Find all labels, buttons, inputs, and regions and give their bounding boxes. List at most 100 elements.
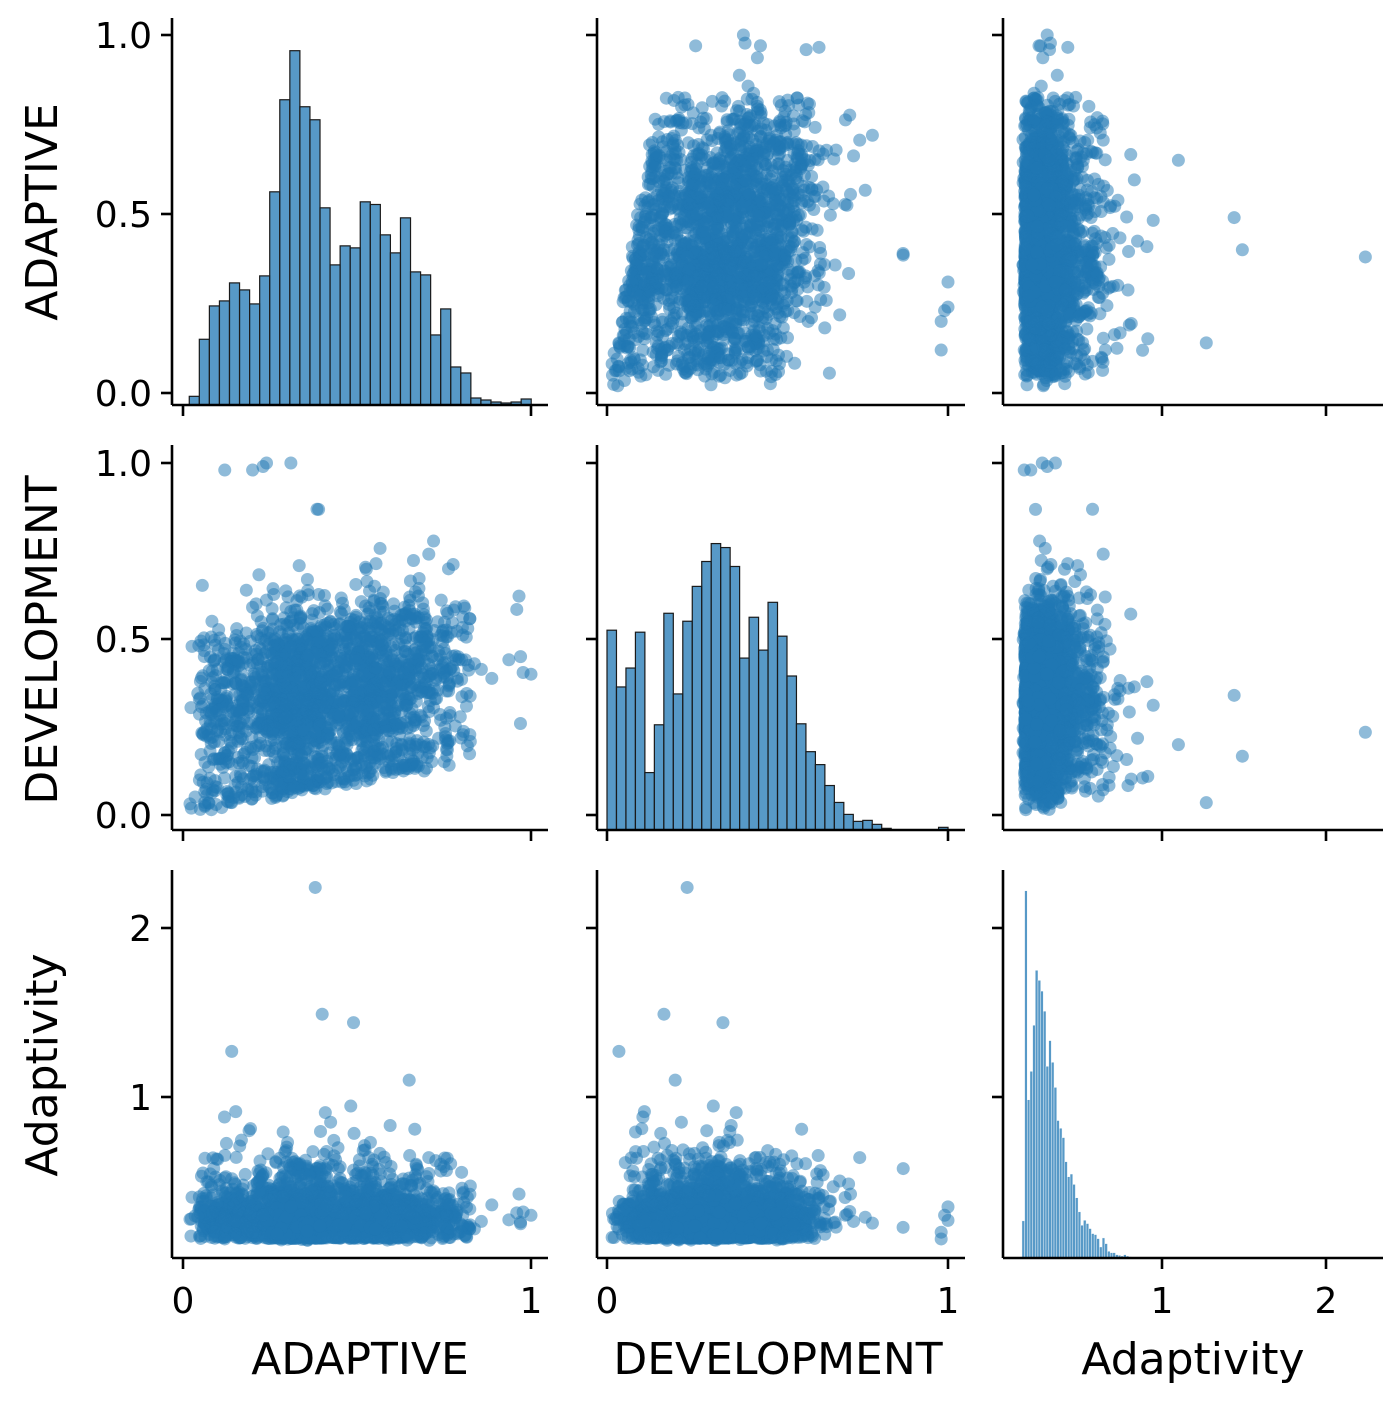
scatter-point [718, 371, 732, 385]
scatter-point [776, 164, 790, 178]
scatter-point [695, 279, 709, 293]
scatter-point [689, 161, 703, 175]
scatter-point [1050, 238, 1064, 252]
histogram-bar [279, 99, 291, 405]
scatter-point [659, 367, 673, 381]
scatter-point [718, 94, 732, 108]
scatter-point [1058, 283, 1072, 297]
scatter-point [774, 231, 788, 245]
scatter-point [1068, 357, 1082, 371]
scatter-point [735, 285, 749, 299]
scatter-point [638, 313, 652, 327]
scatter-point [1070, 324, 1084, 338]
scatter-point [1096, 114, 1110, 128]
scatter-point [791, 282, 805, 296]
scatter-point [1031, 117, 1045, 131]
scatter-point [669, 114, 683, 128]
scatter-point [772, 365, 786, 379]
scatter-point [1038, 279, 1052, 293]
scatter-point [1055, 117, 1069, 131]
scatter-point [667, 311, 681, 325]
scatter-point [735, 242, 749, 256]
scatter-point [798, 115, 812, 129]
scatter-point [1141, 332, 1155, 346]
scatter-point [1059, 265, 1073, 279]
scatter-point [1100, 299, 1114, 313]
scatter-point [747, 86, 761, 100]
scatter-point [618, 322, 632, 336]
scatter-point [1027, 86, 1041, 100]
histogram-bar [259, 275, 271, 405]
scatter-point [639, 368, 653, 382]
scatter-point [1040, 304, 1054, 318]
scatter-point [691, 138, 705, 152]
scatter-point [1071, 278, 1085, 292]
scatter-point [822, 366, 836, 380]
scatter-point [647, 146, 661, 160]
scatter-point [1040, 98, 1054, 112]
scatter-point [737, 308, 751, 322]
scatter-point [896, 247, 910, 261]
histogram-bar [430, 334, 442, 405]
scatter-point [764, 198, 778, 212]
scatter-point [610, 352, 624, 366]
scatter-point [707, 280, 721, 294]
scatter-point [768, 317, 782, 331]
scatter-point [1146, 213, 1160, 227]
scatter-point [292, 559, 306, 573]
scatter-point [636, 343, 650, 357]
scatter-point [1032, 39, 1046, 53]
scatter-point [768, 247, 782, 261]
scatter-point [671, 90, 685, 104]
scatter-point [681, 97, 695, 111]
scatter-point [1021, 209, 1035, 223]
scatter-point [664, 166, 678, 180]
scatter-point [1024, 314, 1038, 328]
scatter-point [1054, 208, 1068, 222]
scatter-point [789, 165, 803, 179]
scatter-point [698, 226, 712, 240]
histogram-bar [319, 207, 331, 405]
scatter-point [644, 172, 658, 186]
scatter-point [828, 258, 842, 272]
scatter-point [1019, 231, 1033, 245]
scatter-point [657, 115, 671, 129]
scatter-point [1042, 317, 1056, 331]
scatter-point [840, 198, 854, 212]
scatter-point [1058, 219, 1072, 233]
histogram-bar [249, 303, 261, 405]
histogram-bar [269, 191, 281, 405]
scatter-point [1030, 161, 1044, 175]
histogram-bar [289, 50, 301, 405]
scatter-point [683, 294, 697, 308]
scatter-point [799, 43, 813, 57]
scatter-point [706, 156, 720, 170]
scatter-point [1030, 245, 1044, 259]
scatter-point [1068, 172, 1082, 186]
scatter-point [1027, 188, 1041, 202]
scatter-point [780, 349, 794, 363]
scatter-point [1106, 279, 1120, 293]
scatter-point [847, 149, 861, 163]
scatter-point [1124, 148, 1138, 162]
scatter-point [1019, 242, 1033, 256]
scatter-point [1059, 325, 1073, 339]
scatter-point [801, 195, 815, 209]
scatter-point [819, 293, 833, 307]
scatter-point [753, 364, 767, 378]
scatter-point [1042, 153, 1056, 167]
scatter-point [758, 160, 772, 174]
scatter-point [735, 231, 749, 245]
scatter-point [817, 280, 831, 294]
scatter-point [1140, 240, 1154, 254]
scatter-point [1022, 332, 1036, 346]
scatter-point [1199, 336, 1213, 350]
scatter-point [717, 313, 731, 327]
histogram-bar [450, 366, 462, 405]
scatter-point [812, 40, 826, 54]
plot-area [183, 456, 538, 817]
plot-area [605, 28, 955, 393]
scatter-point [705, 367, 719, 381]
scatter-point [716, 211, 730, 225]
scatter-point [669, 219, 683, 233]
